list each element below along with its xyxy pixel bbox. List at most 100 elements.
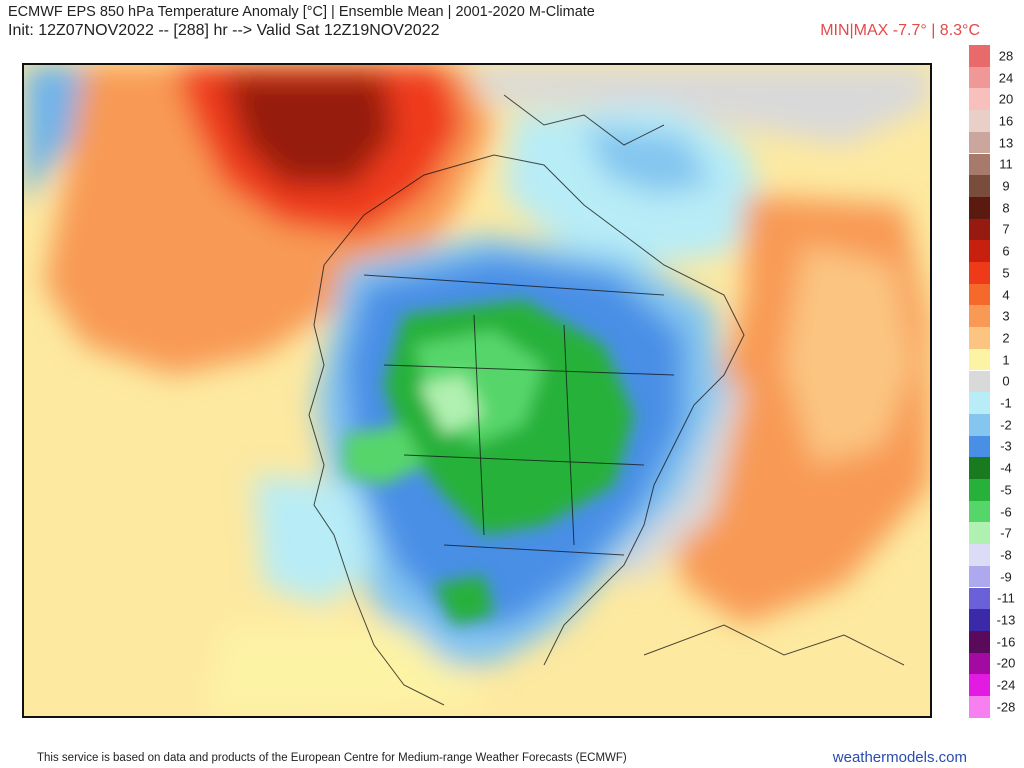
legend-entry: 11: [969, 153, 1013, 176]
legend-entry: 3: [969, 305, 1010, 328]
legend-label: 16: [998, 113, 1014, 129]
legend-label: 0: [1002, 373, 1010, 389]
legend-swatch: [969, 240, 990, 262]
legend-swatch: [969, 66, 990, 89]
legend-swatch: [969, 45, 990, 67]
legend-label: 24: [998, 70, 1014, 86]
legend-entry: 4: [969, 283, 1010, 306]
legend-entry: 7: [969, 218, 1010, 241]
legend-label: -28: [996, 699, 1016, 715]
legend-entry: 8: [969, 196, 1010, 219]
legend-label: -9: [1000, 569, 1012, 585]
legend-label: -6: [1000, 504, 1012, 520]
legend-entry: 6: [969, 240, 1010, 262]
map-subtitle: Init: 12Z07NOV2022 -- [288] hr --> Valid…: [8, 22, 440, 39]
legend-label: 20: [998, 91, 1014, 107]
legend-label: 28: [998, 48, 1014, 64]
legend-label: -13: [996, 612, 1016, 628]
legend-swatch: [969, 587, 990, 610]
legend-label: -8: [1000, 547, 1012, 563]
legend-entry: -20: [969, 652, 1015, 675]
legend-label: 3: [1002, 308, 1010, 324]
legend-entry: -28: [969, 696, 1015, 718]
legend-label: -24: [996, 677, 1016, 693]
legend-entry: 24: [969, 66, 1013, 89]
legend-entry: 20: [969, 88, 1013, 111]
legend-label: 7: [1002, 221, 1010, 237]
legend-swatch: [969, 131, 990, 154]
legend-label: -20: [996, 655, 1016, 671]
legend-label: 13: [998, 135, 1014, 151]
legend-entry: -16: [969, 630, 1015, 653]
legend-swatch: [969, 392, 990, 414]
legend-entry: 2: [969, 327, 1010, 349]
legend-swatch: [969, 110, 990, 132]
legend-swatch: [969, 565, 990, 588]
site-link[interactable]: weathermodels.com: [832, 749, 967, 766]
legend-entry: -4: [969, 457, 1012, 479]
legend-label: -3: [1000, 438, 1012, 454]
legend-entry: 9: [969, 175, 1010, 197]
legend-entry: 5: [969, 262, 1010, 284]
legend-label: -7: [1000, 525, 1012, 541]
legend-swatch: [969, 283, 990, 306]
anomaly-map: [22, 63, 932, 718]
legend-label: 2: [1002, 330, 1010, 346]
legend-swatch: [969, 88, 990, 111]
legend-label: 1: [1002, 352, 1010, 368]
legend-swatch: [969, 218, 990, 241]
legend-label: -1: [1000, 395, 1012, 411]
legend-swatch: [969, 544, 990, 566]
legend-swatch: [969, 262, 990, 284]
legend-swatch: [969, 500, 990, 523]
legend-swatch: [969, 435, 990, 458]
legend-swatch: [969, 630, 990, 653]
legend-entry: 28: [969, 45, 1013, 67]
legend-swatch: [969, 305, 990, 328]
legend-swatch: [969, 457, 990, 479]
legend-label: -4: [1000, 460, 1012, 476]
legend-swatch: [969, 153, 990, 176]
legend-label: -2: [1000, 417, 1012, 433]
legend-entry: -8: [969, 544, 1012, 566]
legend-swatch: [969, 370, 990, 393]
legend-entry: 16: [969, 110, 1013, 132]
legend-label: 5: [1002, 265, 1010, 281]
legend-entry: -3: [969, 435, 1012, 458]
legend-label: 11: [999, 156, 1013, 172]
legend-label: 9: [1002, 178, 1010, 194]
legend-entry: -7: [969, 522, 1012, 545]
legend-swatch: [969, 609, 990, 631]
legend-swatch: [969, 674, 990, 696]
legend-entry: 0: [969, 370, 1010, 393]
min-max-readout: MIN|MAX -7.7° | 8.3°C: [820, 22, 980, 39]
map-title: ECMWF EPS 850 hPa Temperature Anomaly [°…: [8, 4, 595, 20]
legend-swatch: [969, 696, 990, 718]
legend-label: -16: [996, 634, 1016, 650]
legend-swatch: [969, 196, 990, 219]
legend-swatch: [969, 479, 990, 501]
legend-entry: 13: [969, 131, 1013, 154]
legend-entry: -11: [969, 587, 1015, 610]
legend-entry: -13: [969, 609, 1015, 631]
legend-entry: -6: [969, 500, 1012, 523]
legend-entry: -1: [969, 392, 1012, 414]
attribution-text: This service is based on data and produc…: [37, 752, 627, 764]
legend-label: -11: [997, 590, 1015, 606]
legend-entry: 1: [969, 348, 1010, 371]
legend-swatch: [969, 652, 990, 675]
legend-swatch: [969, 348, 990, 371]
legend-label: -5: [1000, 482, 1012, 498]
legend-swatch: [969, 327, 990, 349]
legend-entry: -9: [969, 565, 1012, 588]
anomaly-map-canvas: [24, 65, 930, 716]
legend-entry: -5: [969, 479, 1012, 501]
legend-swatch: [969, 175, 990, 197]
legend-label: 8: [1002, 200, 1010, 216]
legend-label: 4: [1002, 287, 1010, 303]
legend-label: 6: [1002, 243, 1010, 259]
legend-entry: -24: [969, 674, 1015, 696]
legend-swatch: [969, 413, 990, 436]
legend-swatch: [969, 522, 990, 545]
legend-entry: -2: [969, 413, 1012, 436]
